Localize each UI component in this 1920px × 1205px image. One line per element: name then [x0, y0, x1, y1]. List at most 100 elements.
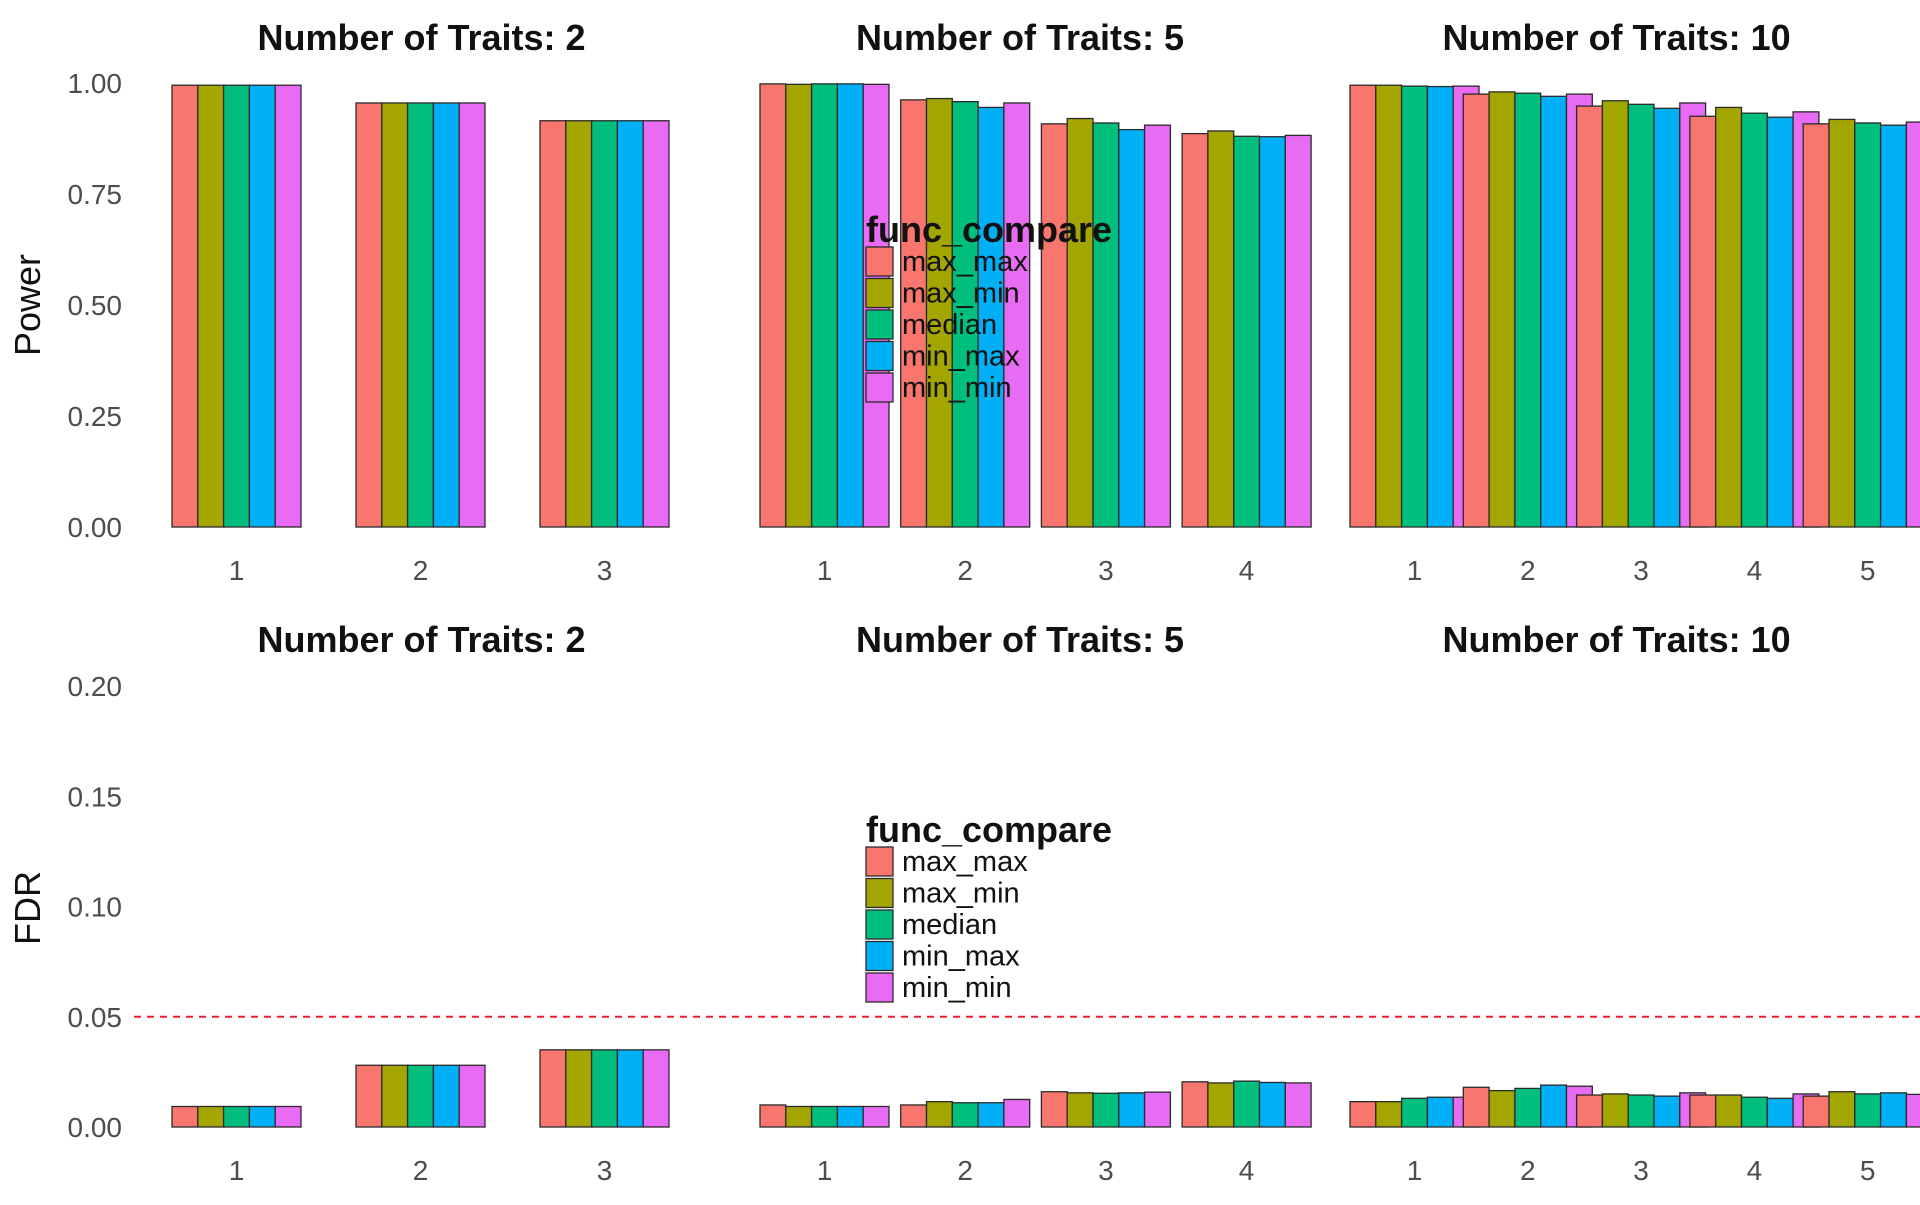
- legend-label: max_min: [902, 278, 1020, 310]
- legend-label: median: [902, 909, 997, 941]
- bar-min_min: [1284, 1082, 1312, 1128]
- bar-max_min: [1715, 1094, 1743, 1128]
- bar-min_max: [248, 1105, 276, 1128]
- bar-min_max: [1540, 95, 1568, 528]
- legend-label: min_min: [902, 372, 1012, 404]
- bar-max_min: [565, 120, 593, 528]
- bar-max_min: [1375, 84, 1403, 528]
- bar-median: [406, 102, 435, 528]
- bar-median: [1400, 1097, 1429, 1128]
- legend-label: max_max: [902, 246, 1028, 278]
- y-tick-label: 0.15: [68, 781, 123, 812]
- x-tick-label: 3: [1633, 1155, 1649, 1186]
- bar-max_max: [759, 1104, 787, 1128]
- x-tick-label: 4: [1239, 1155, 1255, 1186]
- bar-min_min: [1143, 1091, 1172, 1128]
- legend-label: max_min: [902, 878, 1020, 910]
- legend-label: min_min: [902, 972, 1012, 1004]
- bar-median: [1854, 122, 1882, 528]
- bar-min_max: [432, 102, 460, 528]
- bar-min_min: [458, 1064, 486, 1128]
- bar-min_max: [977, 1102, 1005, 1128]
- bar-min_max: [1258, 136, 1286, 528]
- x-tick-label: 1: [1407, 1155, 1423, 1186]
- y-tick-label: 1.00: [68, 68, 123, 99]
- bar-max_max: [1689, 1094, 1717, 1128]
- y-tick-label: 0.25: [68, 401, 123, 432]
- y-tick-label: 0.50: [68, 290, 123, 321]
- legend-key-min_min: [865, 372, 894, 403]
- bar-max_min: [1488, 91, 1516, 528]
- bar-median: [1092, 122, 1120, 528]
- bar-min_min: [458, 102, 486, 528]
- x-tick-label: 3: [597, 1155, 613, 1186]
- bar-median: [590, 1049, 619, 1128]
- legend-key-min_max: [865, 340, 894, 372]
- bar-min_min: [274, 84, 302, 528]
- bar-min_max: [1879, 1092, 1908, 1128]
- bar-median: [222, 84, 251, 528]
- bar-max_max: [1181, 1081, 1209, 1128]
- bar-max_max: [1575, 105, 1604, 528]
- panel-title: Number of Traits: 2: [257, 619, 585, 660]
- legend-key-median: [865, 909, 894, 940]
- bar-min_max: [836, 83, 864, 528]
- x-tick-label: 2: [957, 555, 973, 586]
- bar-median: [1514, 1087, 1542, 1128]
- bar-max_min: [1601, 100, 1629, 528]
- legend-key-median: [865, 309, 894, 340]
- bar-max_min: [1066, 1092, 1094, 1128]
- legend-title: func_compare: [866, 809, 1112, 850]
- bar-min_max: [1426, 85, 1454, 528]
- bar-max_min: [381, 1064, 409, 1128]
- x-tick-label: 4: [1239, 555, 1255, 586]
- y-tick-label: 0.20: [68, 671, 123, 702]
- y-tick-label: 0.05: [68, 1002, 123, 1033]
- panel-title: Number of Traits: 5: [856, 17, 1184, 58]
- bar-max_max: [1349, 84, 1377, 528]
- bar-max_max: [539, 120, 567, 528]
- bar-min_max: [1426, 1096, 1454, 1128]
- bar-max_min: [1066, 117, 1094, 528]
- bar-min_max: [1653, 107, 1681, 528]
- x-tick-label: 5: [1860, 555, 1876, 586]
- x-tick-label: 1: [817, 555, 833, 586]
- x-tick-label: 1: [1407, 555, 1423, 586]
- bar-min_max: [1118, 1092, 1146, 1128]
- bar-max_max: [1689, 115, 1717, 528]
- x-tick-label: 2: [957, 1155, 973, 1186]
- bar-max_min: [1601, 1093, 1629, 1128]
- bar-median: [222, 1105, 251, 1128]
- bar-max_max: [539, 1049, 567, 1128]
- bar-median: [1400, 85, 1429, 528]
- bar-max_min: [565, 1049, 593, 1128]
- y-tick-label: 0.10: [68, 892, 123, 923]
- bar-min_max: [1879, 124, 1908, 528]
- x-tick-label: 2: [1520, 1155, 1536, 1186]
- legend-label: median: [902, 309, 997, 341]
- bar-max_max: [1349, 1100, 1377, 1128]
- bar-min_max: [1766, 1097, 1794, 1128]
- legend-key-max_min: [865, 277, 894, 309]
- bar-median: [1233, 1080, 1261, 1128]
- x-tick-label: 3: [597, 555, 613, 586]
- legend-label: min_max: [902, 941, 1020, 973]
- bar-min_min: [1143, 124, 1172, 528]
- bar-min_max: [1118, 128, 1146, 528]
- bar-min_min: [1905, 1093, 1920, 1128]
- bar-max_max: [1181, 132, 1209, 528]
- bar-median: [1740, 1096, 1768, 1128]
- panel-title: Number of Traits: 10: [1443, 17, 1791, 58]
- bar-max_min: [1207, 1082, 1235, 1128]
- bar-min_max: [616, 120, 644, 528]
- x-tick-label: 1: [229, 555, 245, 586]
- y-tick-label: 0.75: [68, 179, 123, 210]
- bar-max_min: [1375, 1100, 1403, 1128]
- legend-label: max_max: [902, 846, 1028, 878]
- bar-max_max: [759, 83, 787, 528]
- legend-key-min_max: [865, 940, 894, 972]
- bar-median: [1092, 1092, 1120, 1128]
- bar-max_max: [1575, 1094, 1604, 1128]
- bar-min_min: [1905, 121, 1920, 528]
